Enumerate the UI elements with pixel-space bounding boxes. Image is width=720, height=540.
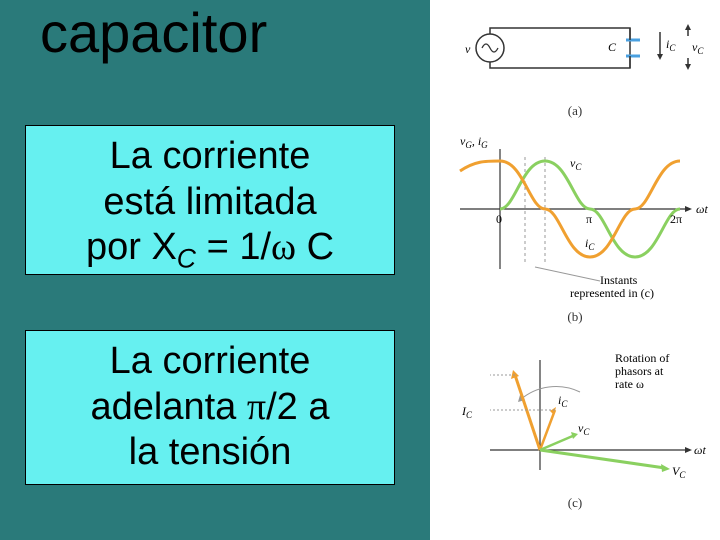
instants-note1: Instants <box>600 273 638 287</box>
omega-symbol: ω <box>271 226 296 268</box>
page-title: capacitor <box>40 0 267 65</box>
svg-text:iC: iC <box>585 236 595 252</box>
fig-a-label: (a) <box>430 103 720 119</box>
cap-label: C <box>608 40 617 54</box>
box1-line1: La corriente <box>32 134 388 180</box>
fig-b-label: (b) <box>430 309 720 325</box>
info-box-phase: La corriente adelanta π/2 a la tensión <box>25 330 395 485</box>
ic-sub: C <box>669 43 676 53</box>
svg-text:iC: iC <box>666 37 676 53</box>
rot-text3: rate ω <box>615 377 644 391</box>
instants-note2: represented in (c) <box>570 286 654 300</box>
diagram-panel: v C iC vC (a) 0 π 2π ωt vC iC v <box>430 0 720 540</box>
wave-vc-sub: C <box>575 162 582 172</box>
fig-c-label: (c) <box>430 495 720 511</box>
vc-sub: C <box>697 46 704 56</box>
svg-text:vC: vC <box>578 421 590 437</box>
box1-line3-mid: = 1/ <box>196 226 271 268</box>
svg-text:vC: vC <box>692 40 704 56</box>
rot-text1: Rotation of <box>615 351 669 365</box>
phasor-ic-small-sub: C <box>561 399 568 409</box>
box1-line2: está limitada <box>32 180 388 226</box>
svg-text:vC: vC <box>570 156 582 172</box>
box1-line3-post: C <box>296 226 334 268</box>
source-label: v <box>465 42 471 56</box>
waveform-diagram: 0 π 2π ωt vC iC vG, iG Instants represen… <box>430 129 720 309</box>
phasor-diagram: ωt IC iC vC VC Rotation <box>430 325 720 495</box>
box1-line3: por XC = 1/ω C <box>32 225 388 276</box>
circuit-diagram: v C iC vC <box>430 8 720 103</box>
svg-text:IC: IC <box>461 404 473 420</box>
box2-line2-pre: adelanta <box>91 386 247 428</box>
tick-2pi: 2π <box>670 212 682 226</box>
info-box-reactance: La corriente está limitada por XC = 1/ω … <box>25 125 395 275</box>
box2-line1: La corriente <box>32 339 388 385</box>
phasor-Ic-sub: C <box>466 410 473 420</box>
box2-line2-post: /2 a <box>266 386 329 428</box>
box1-line3-sub: C <box>177 244 196 274</box>
tick-0: 0 <box>496 212 502 226</box>
box2-line2: adelanta π/2 a <box>32 385 388 431</box>
phasor-vc-small-sub: C <box>583 427 590 437</box>
box2-line3: la tensión <box>32 430 388 476</box>
svg-text:iC: iC <box>558 393 568 409</box>
wt-label: ωt <box>696 202 708 216</box>
phasor-wt: ωt <box>694 443 706 457</box>
pi-symbol: π <box>247 386 266 428</box>
rot-text2: phasors at <box>615 364 664 378</box>
svg-text:VC: VC <box>672 464 686 480</box>
phasor-Vc-sub: C <box>679 470 686 480</box>
wave-ic-sub: C <box>588 242 595 252</box>
svg-text:vG, iG: vG, iG <box>460 134 488 150</box>
tick-pi: π <box>586 212 592 226</box>
box1-line3-pre: por X <box>86 226 177 268</box>
